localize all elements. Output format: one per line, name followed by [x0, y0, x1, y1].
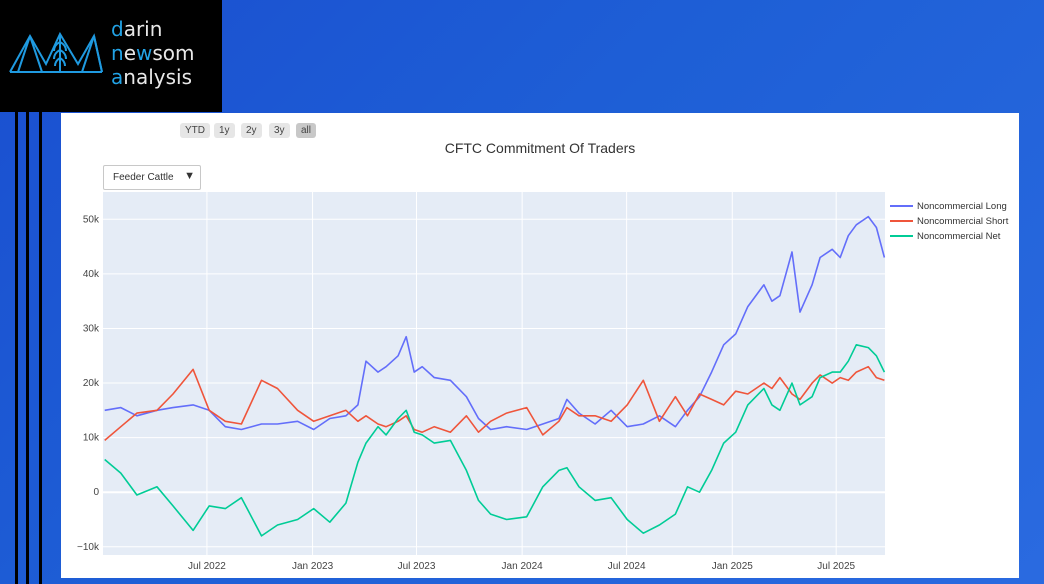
decor-bar — [39, 112, 42, 584]
dropdown-value: Feeder Cattle — [113, 172, 174, 183]
range-button-3y[interactable]: 3y — [269, 123, 290, 138]
series-line-short[interactable] — [104, 365, 885, 442]
decor-bar — [26, 112, 29, 584]
chart-title: CFTC Commitment Of Traders — [444, 140, 636, 156]
chevron-down-icon: ▼ — [184, 170, 195, 182]
legend-label-short[interactable]: Noncommercial Short — [917, 216, 1009, 227]
y-tick-label: 40k — [83, 269, 100, 280]
plot-area — [103, 192, 885, 555]
y-tick-label: 10k — [83, 433, 100, 444]
range-button-all[interactable]: all — [296, 123, 317, 138]
x-tick-label: Jan 2024 — [502, 561, 544, 572]
y-tick-label: 0 — [93, 487, 99, 498]
series-line-long[interactable] — [104, 215, 886, 431]
y-tick-label: 20k — [83, 378, 100, 389]
range-button-2y[interactable]: 2y — [241, 123, 262, 138]
range-button-ytd[interactable]: YTD — [180, 123, 210, 138]
line-chart[interactable]: −10k 0 10k 20k 30k 40k 50k Jul 2022 Jan 2023 Jul… — [61, 113, 1019, 578]
x-tick-label: Jul 2023 — [398, 561, 436, 572]
y-tick-label: 30k — [83, 323, 100, 334]
range-button-1y[interactable]: 1y — [214, 123, 235, 138]
logo: darin newsom analysis — [0, 0, 222, 112]
y-tick-label: 50k — [83, 214, 100, 225]
decor-bar — [15, 112, 18, 584]
logo-text: darin newsom analysis — [111, 17, 195, 89]
y-tick-label: −10k — [77, 542, 100, 553]
legend-label-long[interactable]: Noncommercial Long — [917, 201, 1007, 212]
x-tick-label: Jul 2025 — [817, 561, 855, 572]
x-tick-label: Jul 2022 — [188, 561, 226, 572]
legend-label-net[interactable]: Noncommercial Net — [917, 231, 1001, 242]
x-tick-label: Jul 2024 — [608, 561, 646, 572]
commodity-dropdown[interactable]: Feeder Cattle ▼ — [103, 165, 201, 190]
x-tick-label: Jan 2025 — [712, 561, 754, 572]
chart-card: YTD 1y 2y 3y all CFTC Commitment Of Trad… — [61, 113, 1019, 578]
mountain-wheat-icon — [9, 31, 103, 73]
x-tick-label: Jan 2023 — [292, 561, 334, 572]
series-line-net[interactable] — [104, 344, 886, 537]
